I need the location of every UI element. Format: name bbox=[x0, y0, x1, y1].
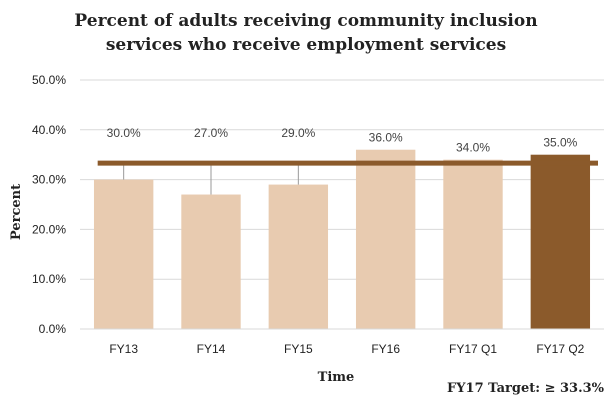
data-label: 35.0% bbox=[543, 136, 577, 150]
chart-title-line-2: services who receive employment services bbox=[106, 35, 506, 55]
data-label: 34.0% bbox=[456, 141, 490, 155]
bar bbox=[181, 194, 241, 329]
data-labels: 30.0% 27.0% 29.0% 36.0% 34.0% 35.0% bbox=[107, 126, 578, 155]
bar bbox=[268, 184, 329, 329]
chart-title-line-1: Percent of adults receiving community in… bbox=[74, 11, 537, 31]
data-label: 29.0% bbox=[281, 126, 315, 140]
y-tick-label: 0.0% bbox=[39, 322, 67, 336]
y-axis-title: Percent bbox=[9, 184, 24, 240]
bar bbox=[93, 179, 154, 329]
y-tick-label: 10.0% bbox=[32, 272, 66, 286]
x-tick-label: FY16 bbox=[371, 342, 400, 356]
y-axis-ticks: 0.0% 10.0% 20.0% 30.0% 40.0% 50.0% bbox=[32, 73, 66, 336]
y-tick-label: 20.0% bbox=[32, 222, 66, 236]
bar bbox=[355, 149, 416, 329]
data-label: 36.0% bbox=[369, 131, 403, 145]
x-tick-label: FY17 Q1 bbox=[449, 342, 497, 356]
y-tick-label: 50.0% bbox=[32, 73, 66, 87]
x-tick-label: FY13 bbox=[109, 342, 138, 356]
bar bbox=[443, 159, 503, 329]
target-note: FY17 Target: ≥ 33.3% bbox=[447, 381, 605, 396]
bars bbox=[93, 149, 591, 329]
data-label: 27.0% bbox=[194, 126, 228, 140]
x-axis-title: Time bbox=[318, 370, 355, 385]
x-tick-label: FY15 bbox=[284, 342, 313, 356]
gridlines bbox=[80, 79, 604, 280]
x-axis-ticks: FY13 FY14 FY15 FY16 FY17 Q1 FY17 Q2 bbox=[109, 342, 584, 356]
y-tick-label: 30.0% bbox=[32, 173, 66, 187]
bar bbox=[530, 154, 591, 329]
x-tick-label: FY14 bbox=[197, 342, 226, 356]
data-label: 30.0% bbox=[107, 126, 141, 140]
y-tick-label: 40.0% bbox=[32, 123, 66, 137]
x-tick-label: FY17 Q2 bbox=[536, 342, 584, 356]
label-leader-lines bbox=[123, 163, 299, 195]
